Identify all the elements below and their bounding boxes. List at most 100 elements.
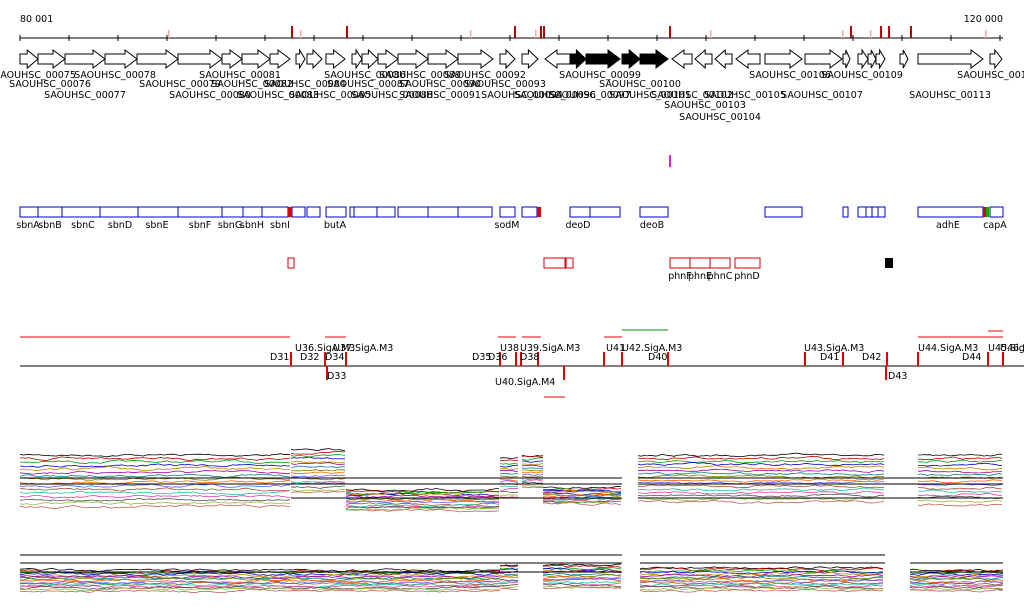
gene-arrow <box>842 49 851 69</box>
expression-trace <box>917 503 1002 507</box>
site-label: U43.SigA.M3 <box>804 343 864 354</box>
expression-trace <box>521 460 544 463</box>
expression-trace <box>542 564 622 568</box>
expression-trace <box>345 500 500 504</box>
expression-trace <box>19 573 501 578</box>
feature-box <box>764 206 803 218</box>
expression-trace <box>542 582 622 588</box>
site-label: D41 <box>820 352 839 363</box>
site-label: D31 <box>270 352 289 363</box>
gene-arrow <box>804 49 843 69</box>
phn-box <box>543 257 566 269</box>
site-label: D36 <box>488 352 507 363</box>
phn-box <box>565 257 574 269</box>
gene-arrow <box>875 48 886 70</box>
feature-box <box>177 206 223 218</box>
expression-trace <box>909 589 1004 593</box>
expression-trace <box>19 501 291 506</box>
expression-trace <box>542 493 622 498</box>
gene-label: SAOUHSC_0011 <box>957 70 1024 81</box>
expression-trace <box>542 494 622 498</box>
feature-box <box>349 206 355 218</box>
gene-arrow <box>64 49 106 69</box>
feature-label: sbnD <box>108 220 132 231</box>
expression-trace <box>639 571 884 577</box>
expression-trace <box>917 489 1003 494</box>
gene-label: SAOUHSC_00093 <box>464 79 546 90</box>
site-label: U46.Si <box>1000 343 1024 354</box>
expression-trace <box>640 576 884 581</box>
feature-label: butA <box>324 220 347 231</box>
site-mark <box>345 352 347 366</box>
feature-label: sodM <box>495 220 520 231</box>
site-mark <box>842 352 844 366</box>
site-label: U41 <box>606 343 625 354</box>
feature-label: sbnB <box>38 220 62 231</box>
gene-arrow <box>867 49 877 69</box>
feature-box <box>427 206 459 218</box>
gene-label: SAOUHSC_00087 <box>327 79 409 90</box>
feature-box <box>325 206 347 218</box>
feature-box <box>457 206 493 218</box>
top-mark-light <box>870 30 872 38</box>
gene-arrow <box>671 49 693 69</box>
gene-arrow <box>351 48 363 70</box>
gene-label: SAOUHSC_00079 <box>139 79 221 90</box>
gene-label: SAOUHSC_00075 <box>0 70 76 81</box>
expression-trace <box>637 493 885 498</box>
expression-trace <box>290 474 346 478</box>
site-mark <box>804 352 806 366</box>
expression-trace <box>542 498 622 503</box>
ruler-start: 80 001 <box>20 14 53 25</box>
gene-arrow <box>427 49 459 69</box>
gene-arrow <box>621 48 641 70</box>
expression-trace <box>918 492 1003 497</box>
gene-label: SAOUHSC_00096 <box>514 90 596 101</box>
top-mark <box>514 26 516 38</box>
expression-trace <box>639 586 884 591</box>
site-mark <box>563 366 565 380</box>
phn-label: phnD <box>734 271 759 282</box>
gene-label: SAOUHSC_00076 <box>9 79 91 90</box>
expression-trace <box>909 584 1004 588</box>
site-mark <box>1002 352 1004 366</box>
gene-label: SAOUHSC_00097 <box>549 90 631 101</box>
feature-box <box>989 206 1004 218</box>
feature-box <box>871 206 879 218</box>
expression-trace <box>542 489 622 493</box>
site-label: D34 <box>325 352 344 363</box>
top-mark <box>880 26 882 38</box>
expression-trace <box>639 579 884 584</box>
phn-box-black <box>885 258 893 268</box>
site-label: U36.SigA.M3 <box>295 343 355 354</box>
expression-trace <box>637 468 885 473</box>
feature-box <box>291 206 306 218</box>
expression-trace <box>918 469 1003 474</box>
expression-trace <box>20 459 291 465</box>
expression-trace <box>521 457 543 461</box>
gene-label: SAOUHSC_00104 <box>679 112 761 123</box>
site-label: U38 <box>500 343 519 354</box>
expression-trace <box>521 462 544 466</box>
expression-trace <box>499 485 519 488</box>
feature-box <box>877 206 886 218</box>
expression-trace <box>19 473 291 478</box>
expression-trace <box>917 459 1003 463</box>
gene-arrow <box>917 49 984 69</box>
expression-trace <box>499 585 519 589</box>
gene-label: SAOUHSC_00102 <box>651 90 733 101</box>
expression-trace <box>19 571 501 576</box>
expression-trace <box>290 450 346 455</box>
gene-arrow <box>764 49 803 69</box>
feature-label: deoD <box>565 220 590 231</box>
feature-box <box>569 206 591 218</box>
expression-trace <box>499 573 519 576</box>
feature-label: sbnA <box>16 220 40 231</box>
gene-arrow <box>361 48 379 70</box>
expression-trace <box>499 487 519 491</box>
expression-trace <box>521 455 544 458</box>
expression-trace <box>20 456 291 461</box>
expression-trace <box>499 459 519 462</box>
